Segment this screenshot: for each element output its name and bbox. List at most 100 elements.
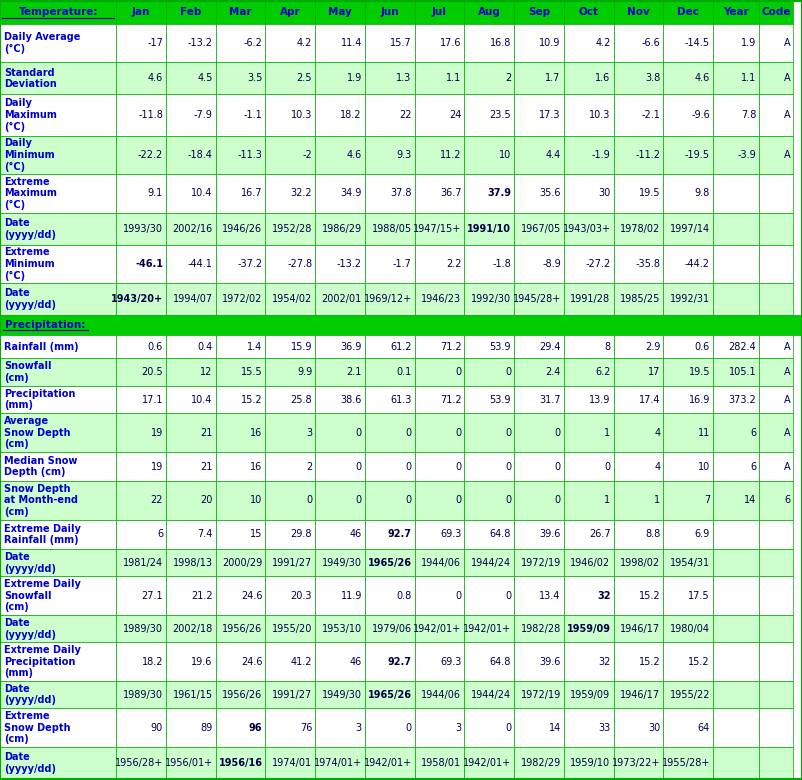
Text: 0.1: 0.1 xyxy=(396,367,411,378)
Text: 32.2: 32.2 xyxy=(290,189,312,198)
Text: 2.1: 2.1 xyxy=(346,367,362,378)
Bar xyxy=(614,335,663,358)
Text: 1993/30: 1993/30 xyxy=(123,224,163,234)
Bar xyxy=(564,413,614,452)
Bar xyxy=(614,549,663,576)
Bar xyxy=(166,708,216,747)
Text: 10: 10 xyxy=(698,462,710,472)
Bar xyxy=(415,747,464,779)
Bar xyxy=(265,576,315,615)
Text: Date
(yyyy/dd): Date (yyyy/dd) xyxy=(4,289,56,310)
Text: A: A xyxy=(784,367,790,378)
Text: 1959/10: 1959/10 xyxy=(570,758,610,768)
Text: 1942/01+: 1942/01+ xyxy=(413,624,461,633)
Bar xyxy=(663,615,713,643)
Text: 0: 0 xyxy=(555,427,561,438)
Text: -9.6: -9.6 xyxy=(691,110,710,120)
Text: 1981/24: 1981/24 xyxy=(123,558,163,568)
Text: 105.1: 105.1 xyxy=(729,367,756,378)
Bar xyxy=(614,481,663,519)
Bar xyxy=(216,335,265,358)
Bar xyxy=(365,174,415,213)
Bar xyxy=(759,62,793,94)
Bar xyxy=(759,245,793,283)
Text: 0: 0 xyxy=(406,723,411,732)
Bar xyxy=(265,94,315,136)
Bar xyxy=(564,519,614,549)
Bar xyxy=(166,94,216,136)
Text: 1946/17: 1946/17 xyxy=(620,690,660,700)
Bar xyxy=(216,413,265,452)
Bar xyxy=(265,386,315,413)
Text: Extreme
Maximum
(°C): Extreme Maximum (°C) xyxy=(4,177,57,210)
Text: 1958/01: 1958/01 xyxy=(421,758,461,768)
Bar xyxy=(759,576,793,615)
Bar xyxy=(514,1,564,24)
Text: 1989/30: 1989/30 xyxy=(123,690,163,700)
Bar xyxy=(216,549,265,576)
Bar xyxy=(0,24,116,62)
Text: 10: 10 xyxy=(250,495,262,505)
Text: 1982/29: 1982/29 xyxy=(520,758,561,768)
Bar xyxy=(166,615,216,643)
Bar xyxy=(759,413,793,452)
Text: 17.6: 17.6 xyxy=(439,38,461,48)
Bar xyxy=(216,643,265,681)
Text: 4.6: 4.6 xyxy=(695,73,710,83)
Text: 24.6: 24.6 xyxy=(241,590,262,601)
Text: 39.6: 39.6 xyxy=(540,657,561,667)
Bar xyxy=(365,519,415,549)
Text: -1.9: -1.9 xyxy=(592,150,610,160)
Text: 1946/17: 1946/17 xyxy=(620,624,660,633)
Text: 1989/30: 1989/30 xyxy=(123,624,163,633)
Bar xyxy=(713,747,759,779)
Bar xyxy=(614,708,663,747)
Bar xyxy=(564,549,614,576)
Bar xyxy=(216,481,265,519)
Bar xyxy=(216,245,265,283)
Bar xyxy=(415,413,464,452)
Text: Extreme Daily
Snowfall
(cm): Extreme Daily Snowfall (cm) xyxy=(4,579,81,612)
Bar xyxy=(415,283,464,315)
Text: 16.8: 16.8 xyxy=(490,38,511,48)
Bar xyxy=(514,62,564,94)
Bar xyxy=(514,136,564,174)
Bar xyxy=(315,94,365,136)
Text: 15: 15 xyxy=(250,530,262,539)
Bar xyxy=(0,681,116,708)
Bar xyxy=(759,1,793,24)
Bar xyxy=(166,386,216,413)
Bar xyxy=(464,94,514,136)
Bar xyxy=(0,452,116,481)
Text: 0: 0 xyxy=(505,462,511,472)
Text: 3.5: 3.5 xyxy=(247,73,262,83)
Text: 7: 7 xyxy=(703,495,710,505)
Bar xyxy=(759,174,793,213)
Text: 2002/16: 2002/16 xyxy=(172,224,213,234)
Text: 1956/16: 1956/16 xyxy=(218,758,262,768)
Text: 0: 0 xyxy=(555,495,561,505)
Bar xyxy=(315,24,365,62)
Bar xyxy=(166,681,216,708)
Bar xyxy=(116,519,166,549)
Bar xyxy=(713,62,759,94)
Bar xyxy=(564,1,614,24)
Bar xyxy=(614,681,663,708)
Text: -2: -2 xyxy=(302,150,312,160)
Bar xyxy=(514,283,564,315)
Bar xyxy=(166,213,216,245)
Bar xyxy=(265,681,315,708)
Bar xyxy=(663,681,713,708)
Bar xyxy=(166,549,216,576)
Bar xyxy=(415,136,464,174)
Text: 1967/05: 1967/05 xyxy=(520,224,561,234)
Text: -19.5: -19.5 xyxy=(685,150,710,160)
Text: 64: 64 xyxy=(698,723,710,732)
Text: 1969/12+: 1969/12+ xyxy=(363,294,411,304)
Text: Year: Year xyxy=(723,8,749,17)
Text: 1.7: 1.7 xyxy=(545,73,561,83)
Bar xyxy=(464,681,514,708)
Text: 8: 8 xyxy=(605,342,610,352)
Text: Daily
Maximum
(°C): Daily Maximum (°C) xyxy=(4,98,57,132)
Text: 1972/19: 1972/19 xyxy=(520,558,561,568)
